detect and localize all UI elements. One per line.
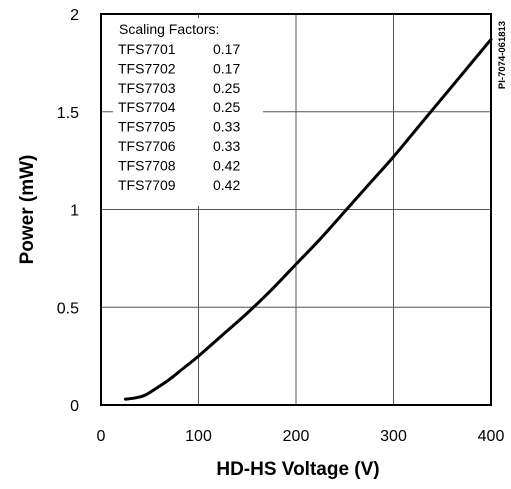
x-tick-label: 0 (97, 428, 106, 445)
legend-factor-value: 0.33 (213, 138, 240, 154)
power-curve-line (123, 37, 493, 401)
y-tick-label: 2 (70, 7, 79, 24)
plot-frame (100, 13, 492, 406)
legend-factor-value: 0.25 (213, 80, 240, 96)
legend-part-label: TFS7706 (118, 138, 176, 154)
legend-factor-value: 0.25 (213, 99, 240, 115)
legend-part-label: TFS7702 (118, 60, 176, 76)
legend-factor-value: 0.42 (213, 177, 240, 193)
x-tick-label: 300 (380, 428, 407, 445)
legend-part-label: TFS7704 (118, 99, 176, 115)
x-axis-ticks: 0 100 200 300 400 (97, 428, 505, 445)
legend-factor-value: 0.17 (213, 60, 240, 76)
document-code-label: PI-7074-061813 (497, 21, 508, 89)
legend-factor-value: 0.33 (213, 119, 240, 135)
series-layer (123, 37, 493, 401)
y-axis-ticks: 0 0.5 1 1.5 2 (57, 7, 79, 415)
legend-part-label: TFS7708 (118, 157, 176, 173)
legend-title: Scaling Factors: (119, 21, 219, 37)
y-tick-label: 0.5 (57, 300, 79, 317)
y-tick-label: 1 (70, 203, 79, 220)
x-tick-label: 200 (283, 428, 310, 445)
legend-factor-value: 0.42 (213, 157, 240, 173)
x-axis-title: HD-HS Voltage (V) (216, 459, 379, 480)
legend: Scaling Factors: TFS7701 0.17 TFS7702 0.17 T… (113, 18, 263, 206)
legend-part-label: TFS7701 (118, 41, 176, 57)
y-tick-label: 1.5 (57, 105, 79, 122)
legend-part-label: TFS7709 (118, 177, 176, 193)
legend-part-label: TFS7703 (118, 80, 176, 96)
y-axis-title: Power (mW) (17, 155, 38, 265)
y-tick-label: 0 (70, 398, 79, 415)
legend-background (113, 18, 263, 206)
x-tick-label: 400 (478, 428, 505, 445)
x-tick-label: 100 (185, 428, 212, 445)
legend-factor-value: 0.17 (213, 41, 240, 57)
legend-part-label: TFS7705 (118, 119, 176, 135)
